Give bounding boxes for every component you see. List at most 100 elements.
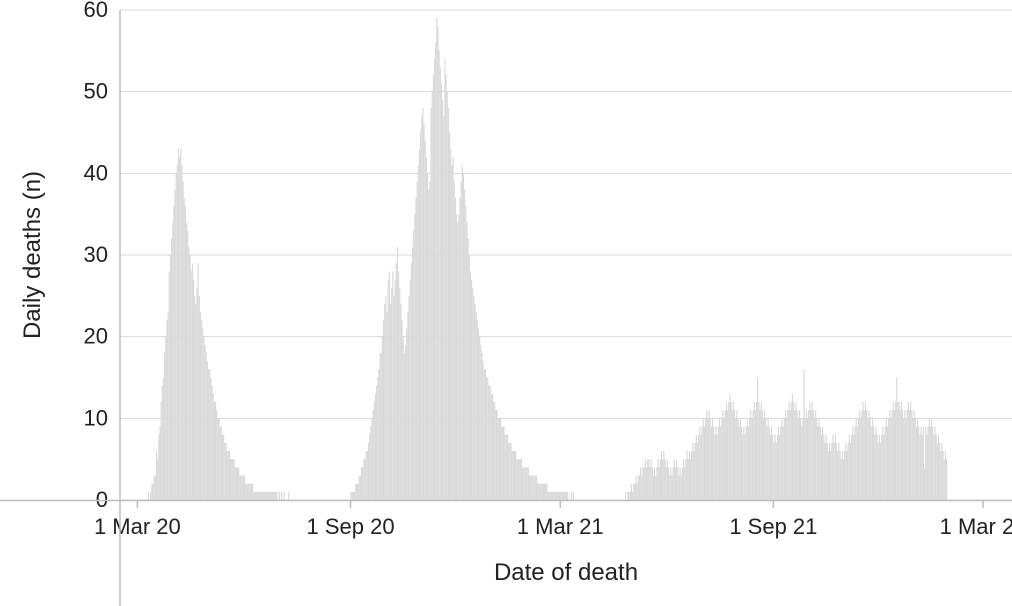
bar <box>898 402 899 500</box>
bar <box>222 435 223 500</box>
bar <box>710 418 711 500</box>
bar <box>200 312 201 500</box>
bar <box>456 214 457 500</box>
bar <box>803 369 804 500</box>
bar <box>537 484 538 500</box>
bar <box>934 427 935 501</box>
bar <box>859 410 860 500</box>
bar <box>378 369 379 500</box>
bar <box>184 198 185 500</box>
bar <box>851 435 852 500</box>
bar <box>762 410 763 500</box>
y-tick-label: 20 <box>84 324 108 349</box>
y-tick-label: 40 <box>84 160 108 185</box>
bar <box>703 418 704 500</box>
bar <box>724 418 725 500</box>
bar <box>912 418 913 500</box>
bar <box>659 467 660 500</box>
bar <box>411 263 412 500</box>
bar <box>530 476 531 501</box>
bar <box>922 435 923 500</box>
bar <box>207 361 208 500</box>
bar <box>389 271 390 500</box>
bar <box>451 165 452 500</box>
bar <box>509 443 510 500</box>
bar <box>266 492 267 500</box>
bar <box>660 459 661 500</box>
bar <box>827 443 828 500</box>
bar <box>254 492 255 500</box>
bar <box>426 157 427 500</box>
bar <box>849 435 850 500</box>
bar <box>410 280 411 501</box>
bar <box>443 116 444 500</box>
bar <box>550 492 551 500</box>
bar <box>739 427 740 501</box>
bar <box>260 492 261 500</box>
bar <box>824 443 825 500</box>
bar <box>397 247 398 500</box>
bar <box>690 459 691 500</box>
bar <box>539 484 540 500</box>
bar <box>194 296 195 500</box>
bar <box>208 369 209 500</box>
bar <box>658 459 659 500</box>
bar <box>249 484 250 500</box>
bar <box>636 476 637 501</box>
bar <box>936 435 937 500</box>
bar <box>281 492 282 500</box>
bar <box>863 402 864 500</box>
bar <box>441 84 442 501</box>
bar <box>720 427 721 501</box>
bar <box>477 320 478 500</box>
bar <box>878 443 879 500</box>
bar <box>565 492 566 500</box>
bar <box>512 451 513 500</box>
bar <box>923 427 924 501</box>
x-tick-label: 1 Mar 21 <box>517 514 604 539</box>
bar <box>902 410 903 500</box>
bar <box>367 451 368 500</box>
bar <box>221 427 222 501</box>
bar <box>929 418 930 500</box>
bar <box>487 378 488 501</box>
bar <box>892 410 893 500</box>
bar <box>558 492 559 500</box>
bar <box>220 427 221 501</box>
bar <box>792 394 793 500</box>
bar <box>235 467 236 500</box>
bar <box>641 476 642 501</box>
bar <box>663 451 664 500</box>
bar <box>388 280 389 501</box>
bar <box>670 467 671 500</box>
bar <box>386 312 387 500</box>
bar <box>930 427 931 501</box>
bar <box>566 492 567 500</box>
bar <box>946 459 947 500</box>
bar <box>802 418 803 500</box>
bar <box>814 418 815 500</box>
bar <box>228 451 229 500</box>
bar <box>242 476 243 501</box>
bar <box>353 492 354 500</box>
bar <box>170 255 171 500</box>
bar <box>390 304 391 500</box>
bar <box>770 435 771 500</box>
bar <box>841 459 842 500</box>
bar <box>203 337 204 500</box>
bar <box>911 410 912 500</box>
bar <box>780 427 781 501</box>
bar <box>547 492 548 500</box>
bar <box>528 467 529 500</box>
bar <box>499 418 500 500</box>
bar <box>381 353 382 500</box>
bar <box>773 443 774 500</box>
bar <box>573 492 574 500</box>
bar <box>491 394 492 500</box>
bar <box>450 149 451 500</box>
y-tick-label: 30 <box>84 242 108 267</box>
bar <box>627 492 628 500</box>
bar <box>567 492 568 500</box>
bar <box>894 410 895 500</box>
bar <box>191 271 192 500</box>
